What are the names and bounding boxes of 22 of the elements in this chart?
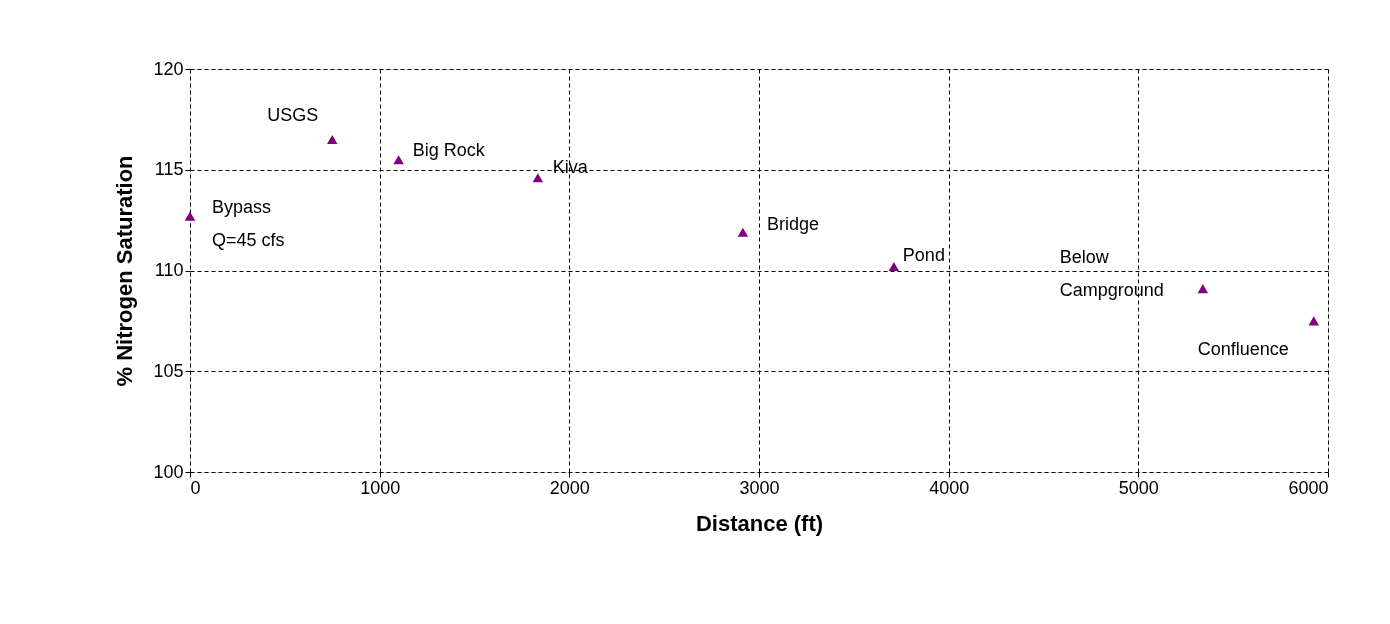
x-tick-label: 2000 (549, 477, 590, 498)
annotation: Bridge (766, 214, 819, 235)
annotation: Bypass Q=45 cfs (212, 197, 285, 251)
annotation: Pond (902, 245, 945, 266)
x-tick-label: 0 (190, 477, 201, 498)
y-tick-label: 100 (153, 461, 184, 482)
y-tick-label: 115 (154, 159, 184, 180)
x-tick-label: 6000 (1288, 477, 1329, 498)
annotation: Kiva (552, 156, 589, 177)
y-tick-label: 105 (153, 360, 184, 381)
x-tick-label: 5000 (1118, 477, 1159, 498)
annotation: USGS (267, 104, 319, 125)
x-tick-label: 4000 (929, 477, 970, 498)
y-axis-title: % Nitrogen Saturation (112, 155, 138, 387)
x-tick-label: 3000 (739, 477, 780, 498)
x-tick-label: 1000 (360, 477, 401, 498)
annotation: Big Rock (412, 139, 486, 160)
y-tick-label: 120 (153, 58, 184, 79)
x-axis-title: Distance (ft) (695, 510, 824, 536)
annotation: Confluence (1197, 338, 1289, 359)
y-tick-label: 110 (154, 260, 184, 280)
annotation: Below Campground (1059, 246, 1164, 300)
